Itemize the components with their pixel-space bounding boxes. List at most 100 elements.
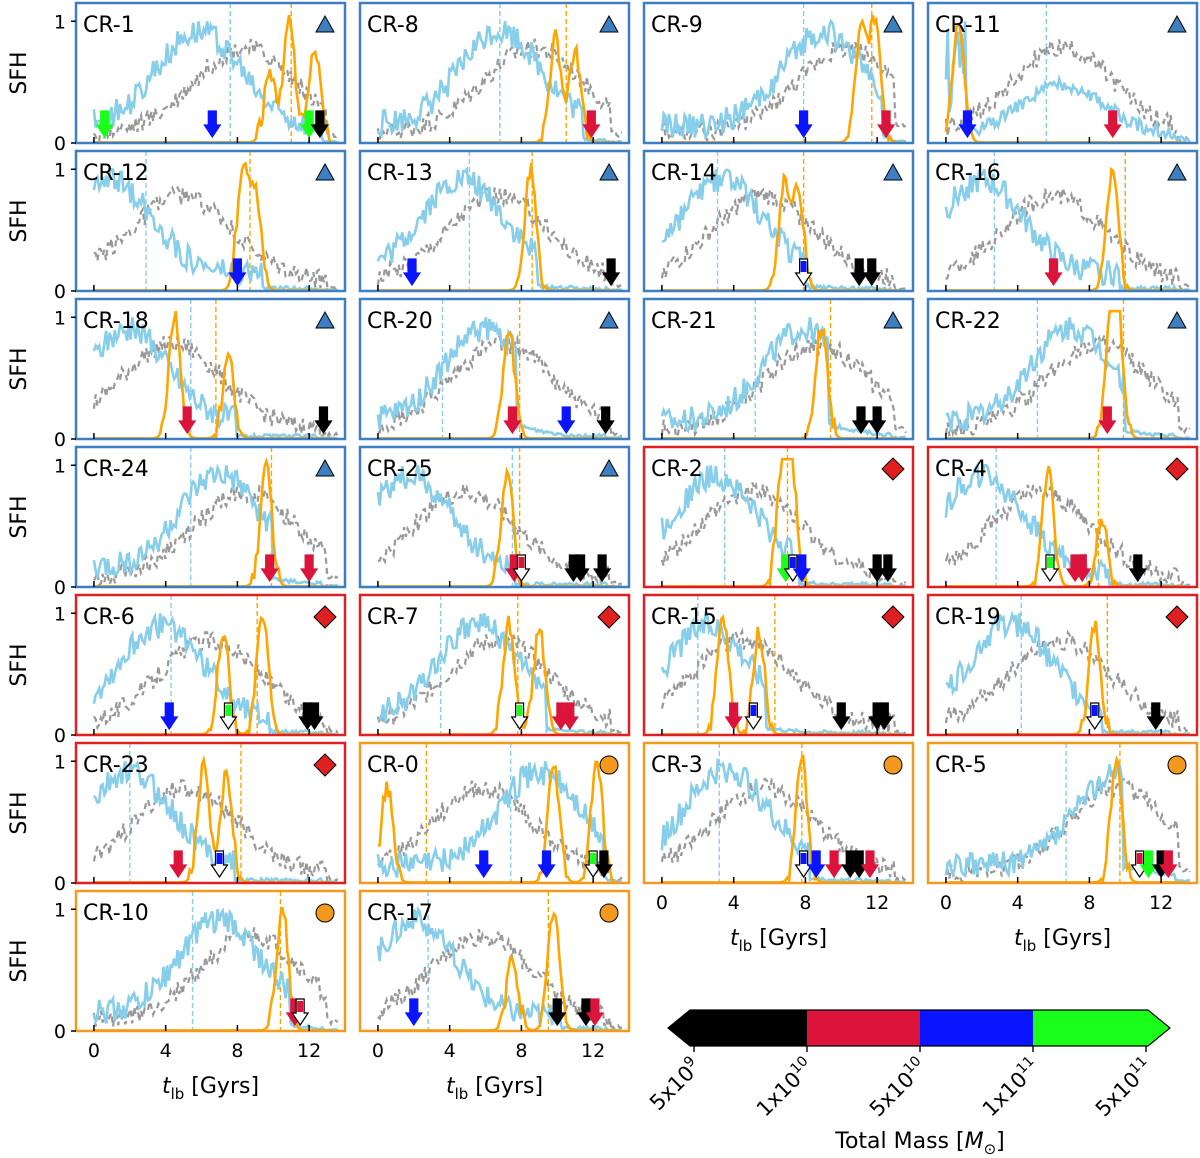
diamond-marker-icon [881, 605, 905, 629]
mass-arrow-red [560, 702, 579, 731]
mass-arrow-black [875, 702, 894, 731]
mass-arrow-inner [750, 705, 757, 716]
mass-arrow-black [832, 702, 851, 731]
y-tick-label: 1 [54, 455, 66, 477]
mass-arrow-blue [537, 850, 556, 879]
mass-arrow-blue [958, 110, 977, 139]
panel-title: CR-17 [367, 901, 433, 926]
blue-sfh-series [944, 168, 1191, 291]
panel-cr-5: CR-5 0 4 8 12 tlb [Gyrs] [926, 741, 1199, 955]
panel-frame [74, 445, 347, 589]
mass-arrow-inner [800, 261, 807, 272]
y-tick-label: 1 [54, 899, 66, 921]
panel-cr-7: CR-7 [358, 593, 631, 737]
mass-arrow-blue [474, 850, 493, 879]
mass-arrow-inner [590, 853, 597, 864]
panel-frame [74, 741, 347, 885]
mass-arrow-blue [807, 850, 826, 879]
x-tick-label: 4 [160, 1040, 172, 1062]
y-axis-label: SFH [7, 495, 32, 538]
panel-frame [926, 445, 1199, 589]
diamond-marker-icon [1165, 457, 1189, 481]
panel-title: CR-6 [83, 605, 135, 630]
panel-title: CR-2 [651, 457, 703, 482]
panel-cr-15: CR-15 [642, 593, 915, 737]
x-tick-label: 12 [581, 1040, 605, 1062]
gray-sfh-series [377, 780, 623, 883]
panel-title: CR-24 [83, 457, 149, 482]
colorbar-segment-red [807, 1010, 920, 1046]
mass-arrow-green [95, 110, 114, 139]
mass-arrow-blue [402, 258, 422, 287]
panel-title: CR-14 [651, 161, 717, 186]
mass-arrow-black [868, 554, 887, 583]
panel-cr-6: CR-6 1 0 SFH [7, 593, 347, 747]
mass-arrow-black [305, 702, 324, 731]
mass-arrow-blue [228, 258, 247, 287]
x-axis-label: tlb [Gyrs] [730, 926, 827, 955]
mass-arrow-black [851, 406, 871, 435]
gray-sfh-series [92, 483, 339, 587]
panel-cr-13: CR-13 [358, 149, 631, 293]
plot-area [660, 447, 907, 587]
mass-arrow-red [300, 554, 319, 583]
mass-arrow-black [596, 406, 615, 435]
panel-cr-16: CR-16 [926, 149, 1199, 293]
mass-arrow-blue [404, 998, 423, 1027]
mass-arrow-blue [792, 554, 811, 583]
panel-title: CR-3 [651, 753, 703, 778]
triangle-marker-icon [599, 14, 619, 33]
mass-arrow-black [1146, 702, 1165, 731]
mass-arrow-red [860, 850, 880, 879]
gray-sfh-series [377, 928, 623, 1031]
triangle-marker-icon [599, 458, 619, 477]
panel-frame [358, 445, 631, 589]
panel-frame [74, 297, 347, 441]
triangle-marker-icon [315, 162, 335, 181]
orange-sfh-series [945, 166, 1190, 291]
panel-title: CR-9 [651, 13, 703, 38]
panel-title: CR-15 [651, 605, 717, 630]
mass-arrow-black [1128, 554, 1147, 583]
circle-marker-icon [599, 903, 619, 923]
mass-arrow-red [824, 850, 844, 879]
colorbar-tick-label: 1x1011 [976, 1053, 1044, 1121]
mass-arrow-black [594, 850, 614, 879]
mass-arrow-red [1098, 406, 1117, 435]
mass-arrow-black [548, 998, 567, 1027]
triangle-marker-icon [883, 310, 903, 329]
panel-frame [642, 297, 915, 441]
y-axis-label: SFH [7, 199, 32, 242]
gray-sfh-series [944, 334, 1191, 438]
gray-sfh-series [92, 927, 339, 1027]
mass-arrow-inner [297, 1001, 304, 1012]
panel-cr-8: CR-8 [358, 1, 631, 145]
triangle-marker-icon [1167, 162, 1187, 181]
blue-sfh-series [376, 21, 623, 143]
mass-arrow-blue [160, 702, 179, 731]
colorbar-tick-label: 5x1010 [863, 1053, 931, 1121]
triangle-marker-icon [599, 162, 619, 181]
x-tick-label: 0 [88, 1040, 100, 1062]
mass-arrow-red [260, 554, 279, 583]
panel-frame [74, 1, 347, 145]
mass-arrow-black [868, 406, 887, 435]
mass-arrow-black [601, 258, 621, 287]
panel-cr-19: CR-19 [926, 593, 1199, 737]
mass-arrow-red [503, 406, 522, 435]
gray-sfh-series [92, 38, 339, 143]
orange-sfh-series [377, 615, 622, 735]
x-axis-label: tlb [Gyrs] [162, 1074, 259, 1103]
x-tick-label: 4 [1012, 892, 1024, 914]
diamond-marker-icon [881, 457, 905, 481]
panel-cr-12: CR-12 1 0 SFH [7, 149, 347, 303]
mass-arrow-black [314, 406, 333, 435]
panel-frame [358, 889, 631, 1033]
colorbar-segment-black [668, 1010, 807, 1046]
panel-cr-22: CR-22 [926, 297, 1199, 441]
mass-arrow-red [1159, 850, 1178, 879]
panel-cr-4: CR-4 [926, 445, 1199, 589]
mass-arrow-blue [557, 406, 576, 435]
circle-marker-icon [883, 755, 903, 775]
mass-arrow-red [585, 998, 605, 1027]
